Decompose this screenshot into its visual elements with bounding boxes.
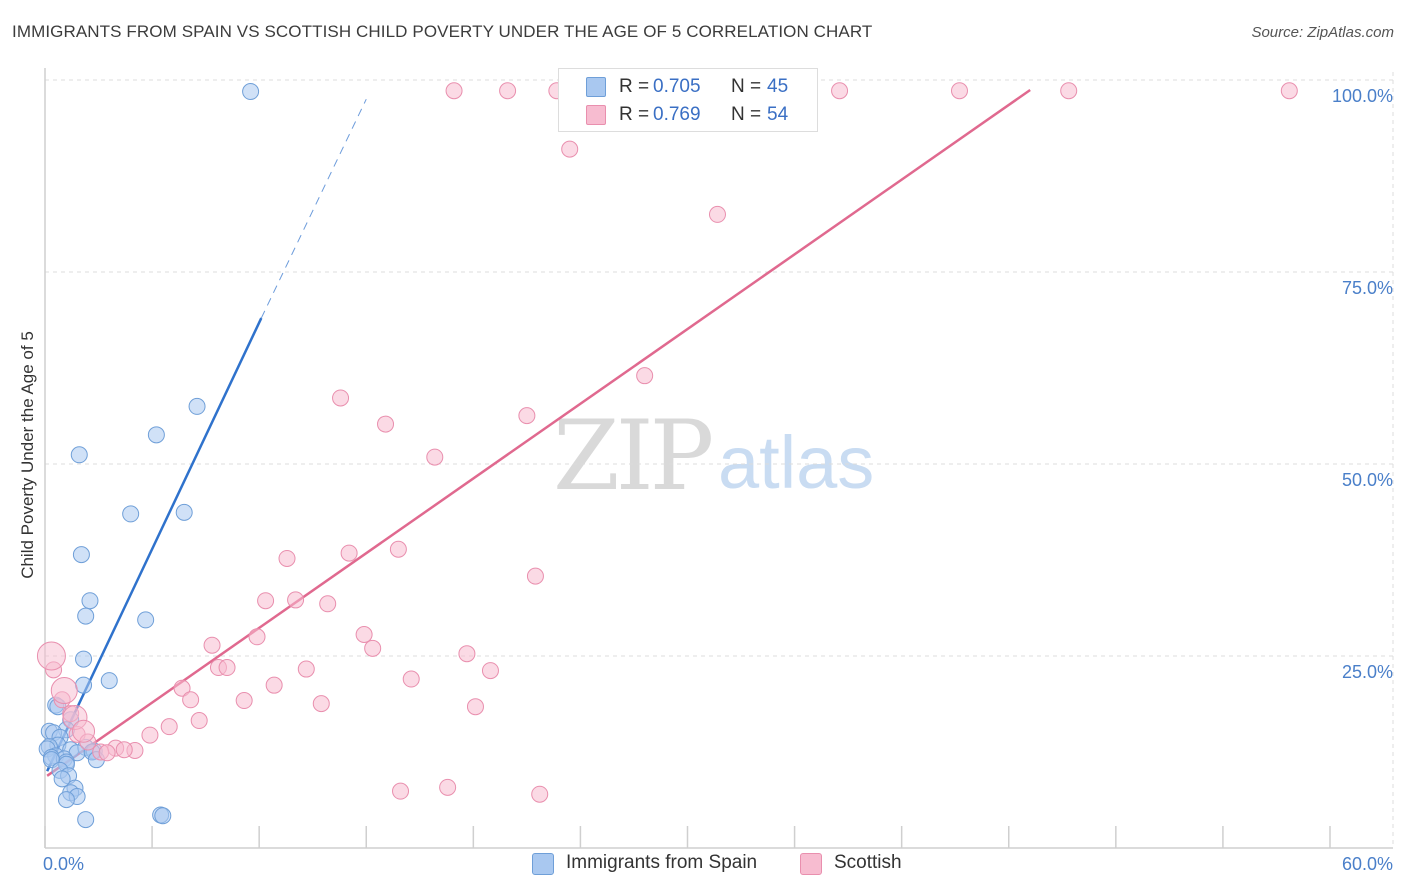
legend-swatch-spain — [586, 77, 606, 97]
point-scottish — [115, 741, 133, 759]
legend-r-value: 0.769 — [653, 104, 701, 125]
point-spain — [100, 672, 118, 690]
point-scottish — [190, 712, 208, 730]
point-scottish — [426, 448, 444, 466]
point-scottish-cluster — [36, 641, 66, 671]
point-spain — [75, 676, 93, 694]
axes — [44, 68, 1393, 849]
point-scottish — [458, 645, 476, 663]
x-tick-label: 0.0% — [43, 854, 84, 874]
point-spain — [75, 650, 93, 668]
point-spain — [53, 770, 71, 788]
point-scottish — [499, 82, 517, 100]
point-scottish — [1060, 82, 1078, 100]
point-scottish — [526, 567, 544, 585]
point-scottish — [278, 549, 296, 567]
point-spain — [77, 811, 95, 829]
point-spain — [122, 505, 140, 523]
point-scottish — [392, 782, 410, 800]
point-scottish — [950, 82, 968, 100]
point-spain — [175, 503, 193, 521]
point-scottish — [332, 389, 350, 407]
point-spain — [72, 546, 90, 564]
trend-line-spain-extension — [260, 98, 367, 319]
point-scottish — [248, 628, 266, 646]
bottom-swatch-scottish — [800, 853, 822, 875]
point-spain — [147, 426, 165, 444]
point-scottish — [265, 676, 283, 694]
point-scottish — [312, 695, 330, 713]
point-scottish — [235, 692, 253, 710]
bottom-legend-label: Immigrants from Spain — [566, 852, 758, 873]
point-scottish — [287, 591, 305, 609]
bottom-swatch-spain — [532, 853, 554, 875]
point-scottish — [340, 544, 358, 562]
point-scottish — [831, 82, 849, 100]
legend-r-label: R = — [619, 76, 650, 97]
point-spain — [81, 592, 99, 610]
point-scottish — [377, 415, 395, 433]
point-scottish — [481, 662, 499, 680]
y-tick-label: 25.0% — [1342, 662, 1393, 682]
grid-lines — [45, 72, 1395, 848]
point-scottish — [182, 691, 200, 709]
point-scottish — [364, 639, 382, 657]
chart-title: IMMIGRANTS FROM SPAIN VS SCOTTISH CHILD … — [12, 22, 873, 41]
point-spain — [77, 607, 95, 625]
legend-n-label: N = — [731, 104, 762, 125]
point-spain — [154, 807, 172, 825]
point-scottish — [355, 625, 373, 643]
trend-line-scottish — [46, 88, 1031, 777]
point-scottish-cluster — [72, 719, 96, 743]
point-scottish — [466, 698, 484, 716]
point-scottish — [173, 679, 191, 697]
data-points — [36, 82, 1298, 829]
tick-labels: 25.0% 50.0% 75.0% 100.0% 0.0% 60.0% — [43, 86, 1393, 874]
point-scottish — [389, 540, 407, 558]
y-tick-label: 100.0% — [1332, 86, 1393, 106]
legend-n-label: N = — [731, 76, 762, 97]
legend-swatch-scottish — [586, 105, 606, 125]
point-scottish-cluster — [50, 677, 78, 705]
point-scottish — [636, 367, 654, 385]
point-scottish — [561, 140, 579, 158]
bottom-legend-label: Scottish — [834, 852, 902, 873]
point-scottish — [98, 744, 116, 762]
trend-line-spain — [46, 317, 263, 772]
point-scottish — [518, 407, 536, 425]
point-scottish — [1280, 82, 1298, 100]
point-scottish — [203, 636, 221, 654]
point-scottish — [319, 595, 337, 613]
point-scottish — [531, 785, 549, 803]
point-scottish — [297, 660, 315, 678]
point-spain — [188, 397, 206, 415]
legend-n-value: 54 — [767, 104, 789, 125]
point-scottish — [439, 778, 457, 796]
source-label: Source: ZipAtlas.com — [1251, 24, 1394, 41]
point-scottish — [445, 82, 463, 100]
point-scottish — [141, 726, 159, 744]
y-tick-label: 75.0% — [1342, 278, 1393, 298]
watermark-atlas: atlas — [718, 421, 875, 504]
point-scottish — [257, 592, 275, 610]
legend-r-value: 0.705 — [653, 76, 701, 97]
legend-row-spain: R = 0.705 N = 45 — [559, 73, 817, 101]
watermark-zip: ZIP — [553, 400, 714, 512]
point-spain — [70, 446, 88, 464]
trend-lines — [46, 88, 1031, 777]
point-spain — [57, 791, 75, 809]
point-scottish — [160, 718, 178, 736]
legend-n-value: 45 — [767, 76, 789, 97]
y-tick-label: 50.0% — [1342, 470, 1393, 490]
point-scottish — [218, 659, 236, 677]
point-spain — [242, 83, 260, 101]
point-spain — [137, 611, 155, 629]
stats-legend: R = 0.705 N = 45 R = 0.769 N = 54 — [558, 68, 818, 132]
point-scottish — [402, 670, 420, 688]
point-scottish — [708, 205, 726, 223]
legend-r-label: R = — [619, 104, 650, 125]
legend-row-scottish: R = 0.769 N = 54 — [559, 101, 817, 129]
x-tick-label: 60.0% — [1342, 854, 1393, 874]
